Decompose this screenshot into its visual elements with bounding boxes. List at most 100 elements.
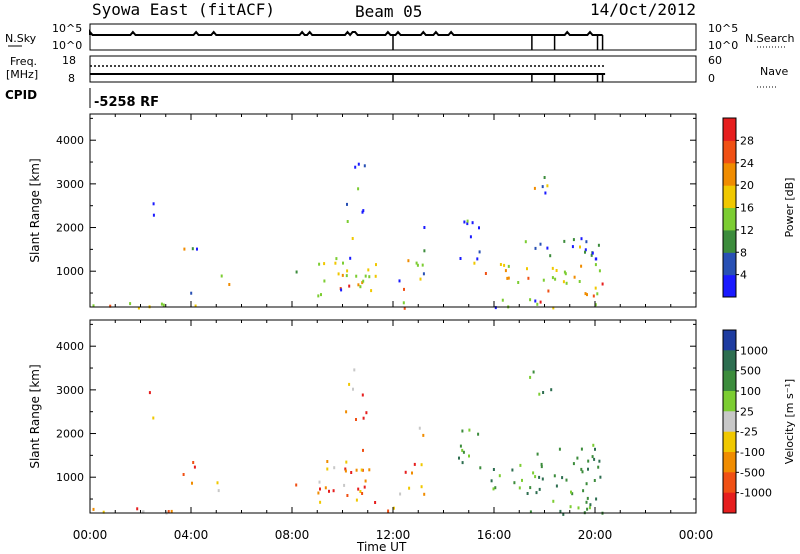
range-cell	[584, 250, 586, 254]
range-cell	[572, 238, 575, 242]
range-cell	[367, 268, 370, 272]
range-cell	[551, 276, 554, 280]
range-cell	[323, 279, 326, 283]
colorbar-swatch	[723, 229, 736, 253]
colorbar-tick-label: -500	[740, 466, 765, 479]
range-cell	[317, 294, 320, 298]
range-cell	[295, 270, 298, 274]
colorbar-tick-label: 1000	[740, 344, 768, 357]
range-cell	[351, 237, 354, 240]
range-cell	[468, 428, 471, 432]
range-cell	[228, 283, 231, 286]
range-cell	[361, 393, 364, 397]
range-cell	[216, 481, 219, 485]
range-cell	[580, 467, 583, 471]
range-cell	[511, 468, 514, 472]
range-cell	[407, 259, 410, 263]
range-cell	[368, 275, 371, 279]
colorbar-tick-label: 12	[740, 224, 754, 237]
range-cell	[536, 302, 539, 306]
range-cell	[473, 261, 476, 265]
range-cell	[501, 298, 504, 302]
range-cell	[332, 489, 335, 493]
range-cell	[592, 294, 595, 298]
range-cell	[581, 470, 584, 474]
y-tick-label: 3000	[56, 178, 84, 191]
range-cell	[355, 274, 358, 278]
colorbar-swatch	[723, 330, 736, 351]
range-cell	[540, 462, 543, 466]
y-tick-label: 4000	[56, 134, 84, 147]
range-cell	[162, 303, 165, 307]
range-cell	[403, 287, 405, 291]
range-cell	[586, 507, 589, 511]
range-cell	[466, 219, 469, 223]
range-cell	[136, 507, 139, 511]
range-cell	[584, 292, 587, 296]
y-tick-label: 2000	[56, 222, 84, 235]
range-cell	[507, 264, 510, 268]
range-cell	[182, 473, 185, 476]
range-cell	[586, 496, 589, 500]
colorbar-swatch	[723, 370, 736, 392]
range-cell	[544, 191, 547, 195]
range-cell	[580, 264, 583, 268]
range-cell	[399, 492, 402, 496]
range-cell	[334, 261, 337, 265]
range-cell	[318, 480, 321, 484]
colorbar-swatch	[723, 431, 736, 453]
range-cell	[585, 482, 588, 486]
range-cell	[484, 272, 487, 275]
range-cell	[319, 500, 322, 504]
range-cell	[374, 274, 377, 278]
nsky-hi-tick: 10^5	[52, 22, 82, 35]
range-cell	[571, 492, 574, 496]
colorbar-frame	[722, 329, 737, 514]
range-cell	[319, 487, 321, 491]
x-tick-label: 08:00	[275, 528, 310, 542]
nave-hi-tick: 60	[708, 54, 722, 67]
colorbar-swatch	[723, 140, 736, 164]
range-cell	[148, 391, 151, 395]
range-cell	[499, 263, 502, 266]
range-cell	[402, 301, 405, 305]
range-cell	[570, 490, 572, 494]
range-cell	[576, 456, 579, 460]
range-cell	[547, 289, 550, 293]
range-cell	[340, 288, 343, 292]
range-cell	[365, 411, 368, 415]
range-cell	[362, 209, 365, 213]
range-cell	[462, 450, 465, 454]
range-cell	[348, 284, 351, 288]
range-cell	[109, 304, 112, 308]
range-cell	[536, 452, 539, 456]
range-cell	[595, 497, 598, 501]
range-cell	[362, 279, 365, 283]
range-cell	[507, 276, 510, 280]
range-cell	[554, 277, 557, 281]
range-cell	[354, 165, 357, 169]
power-colorbar: 4 8 12 16 20 24 28 Power [dB]	[722, 117, 796, 298]
y-tick-label: 1000	[56, 265, 84, 278]
range-cell	[494, 306, 497, 310]
range-cell	[538, 475, 541, 479]
range-cell	[599, 475, 602, 479]
range-cell	[580, 447, 583, 451]
range-cell	[565, 281, 568, 285]
range-cell	[561, 476, 564, 480]
range-cell	[580, 237, 583, 241]
range-cell	[422, 272, 425, 276]
freq-trace	[90, 65, 606, 82]
range-cell	[524, 240, 527, 244]
range-cell	[92, 507, 95, 511]
range-cell	[532, 471, 535, 475]
range-cell	[387, 509, 390, 513]
range-cell	[423, 249, 426, 253]
x-tick-label: 04:00	[174, 528, 209, 542]
range-cell	[362, 448, 364, 452]
range-cell	[343, 483, 346, 487]
range-cell	[578, 280, 581, 283]
time-axis: 00:00 04:00 08:00 12:00 16:00 20:00 00:00	[73, 528, 714, 542]
x-tick-label: 12:00	[376, 528, 411, 542]
range-cell	[363, 164, 366, 168]
